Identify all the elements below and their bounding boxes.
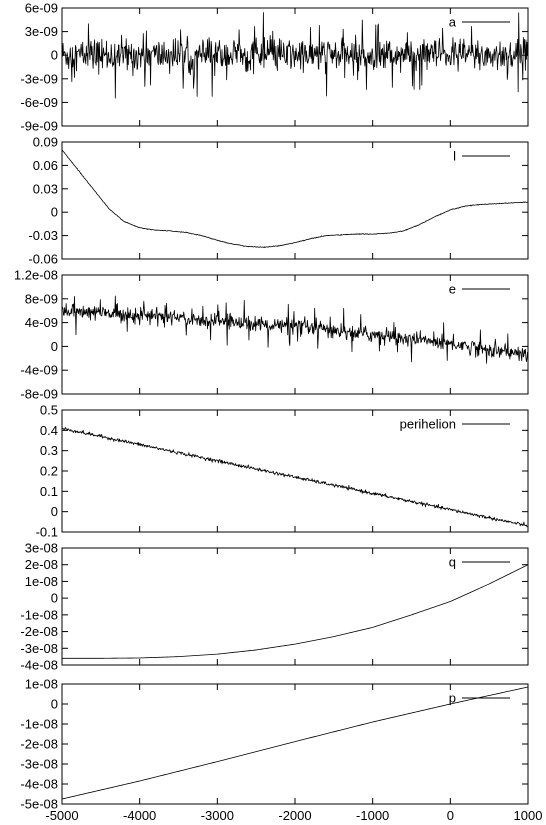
y-tick-label: -3e-08 <box>20 757 58 772</box>
y-tick-label: 1.2e-08 <box>14 268 58 283</box>
x-tick-label: -4000 <box>123 808 156 823</box>
panel-p: -5e-08 -4e-08 -3e-08 -2e-08 -1e-08 0 1e-08 -500… <box>20 677 542 824</box>
x-tick-label: -1000 <box>356 808 389 823</box>
y-tick-label: -6e-09 <box>20 95 58 110</box>
y-tick-label: -4e-09 <box>20 363 58 378</box>
panel-perihelion: -0.1 0 0.1 0.2 0.3 0.4 0.5 perihelion <box>36 403 529 540</box>
panel-a: -9e-09 -6e-09 -3e-09 0 3e-09 6e-09 a <box>20 1 529 134</box>
y-tick-label: 2e-08 <box>25 557 58 572</box>
series-line-a <box>62 12 528 99</box>
y-tick-label: 4e-09 <box>25 315 58 330</box>
y-tick-label: 0.2 <box>40 464 58 479</box>
y-tick-label: 0.09 <box>33 135 58 150</box>
x-tick-label: -3000 <box>201 808 234 823</box>
x-tick-label: 1000 <box>514 808 543 823</box>
y-tick-label: -4e-08 <box>20 777 58 792</box>
y-tick-label: 0.4 <box>40 423 58 438</box>
y-tick-label: 0 <box>51 504 58 519</box>
y-tick-label: -1e-08 <box>20 717 58 732</box>
y-tick-label: -2e-08 <box>20 624 58 639</box>
y-tick-label: -9e-09 <box>20 119 58 134</box>
y-tick-label: -1e-08 <box>20 607 58 622</box>
y-tick-label: 1e-08 <box>25 574 58 589</box>
y-tick-label: 3e-09 <box>25 24 58 39</box>
series-line-perihelion <box>62 427 528 528</box>
y-tick-label: 0.1 <box>40 484 58 499</box>
plot-frame <box>61 141 529 260</box>
plot-frame <box>61 274 529 395</box>
y-tick-label: 3e-08 <box>25 541 58 556</box>
legend-label-l: l <box>453 149 456 164</box>
y-tick-label: -4e-08 <box>20 658 58 673</box>
y-tick-label: -0.1 <box>36 525 58 540</box>
y-tick-label: 0.03 <box>33 181 58 196</box>
y-tick-label: -8e-09 <box>20 387 58 402</box>
y-tick-label: 8e-09 <box>25 291 58 306</box>
x-tick-label: -2000 <box>278 808 311 823</box>
series-line-e <box>62 295 528 364</box>
panel-q: -4e-08 -3e-08 -2e-08 -1e-080 1e-08 2e-083e-08… <box>20 541 529 673</box>
series-line-l <box>62 149 528 249</box>
y-tick-label: 0 <box>51 591 58 606</box>
y-tick-label: -0.03 <box>28 228 58 243</box>
y-tick-label: 0.06 <box>33 158 58 173</box>
legend-label-a: a <box>449 15 457 30</box>
plot-frame <box>61 547 529 666</box>
y-tick-label: -3e-08 <box>20 641 58 656</box>
y-tick-label: -5e-08 <box>20 797 58 812</box>
panel-e: -8e-09 -4e-09 0 4e-09 8e-09 1.2e-08 e <box>14 268 529 402</box>
y-tick-label: 0 <box>51 205 58 220</box>
series-line-q <box>62 564 528 659</box>
x-tick-label: 0 <box>447 808 454 823</box>
y-tick-label: 0 <box>51 339 58 354</box>
y-tick-label: -2e-08 <box>20 737 58 752</box>
y-tick-label: 1e-08 <box>25 677 58 692</box>
y-tick-label: 0.5 <box>40 403 58 418</box>
y-tick-label: 6e-09 <box>25 1 58 16</box>
legend-label-p: p <box>449 691 456 706</box>
plot-frame <box>61 409 529 533</box>
y-tick-label: 0.3 <box>40 443 58 458</box>
y-tick-label: 0 <box>51 697 58 712</box>
series-line-p <box>62 686 528 800</box>
y-tick-label: -0.06 <box>28 252 58 267</box>
legend-label-e: e <box>449 282 456 297</box>
x-tick-label: -5000 <box>45 808 78 823</box>
legend-label-q: q <box>449 555 456 570</box>
y-tick-label: -3e-09 <box>20 71 58 86</box>
y-tick-label: 0 <box>51 48 58 63</box>
legend-label-perihelion: perihelion <box>400 417 456 432</box>
panel-l: -0.06 -0.03 0 0.03 0.06 0.09 l <box>28 135 529 267</box>
